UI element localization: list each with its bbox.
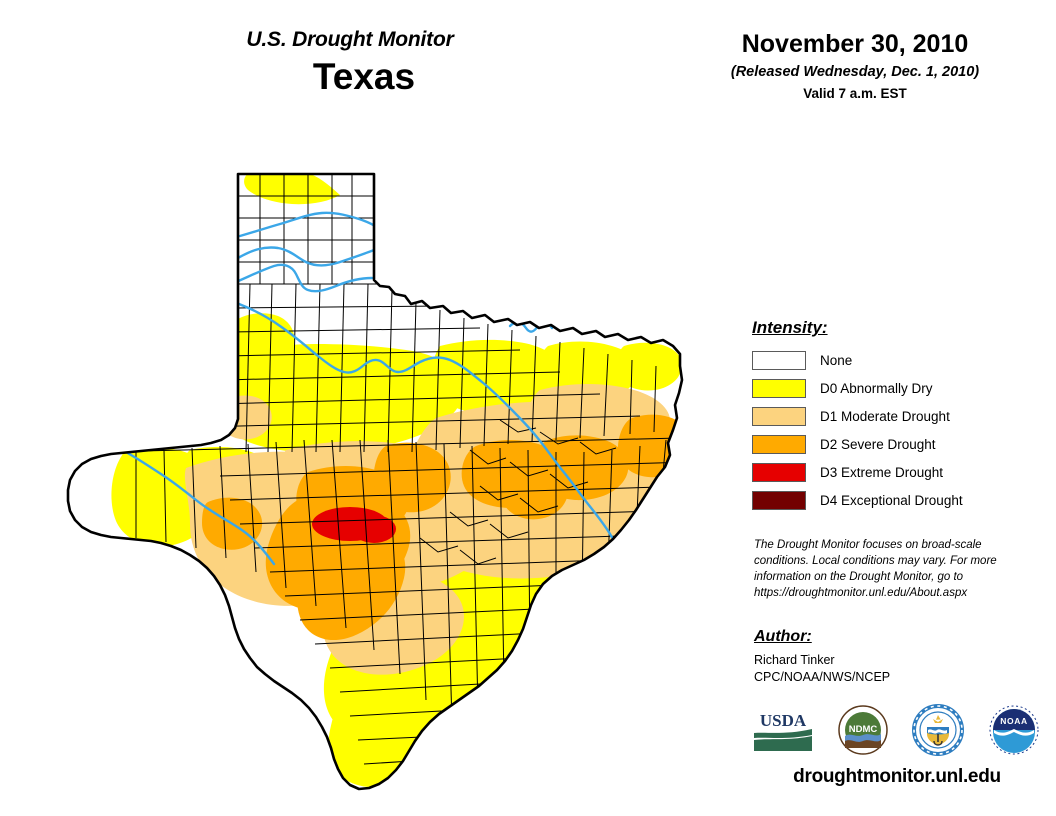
legend-item-d3[interactable]: D3 Extreme Drought [752, 460, 1032, 484]
disclaimer-line-1: The Drought Monitor focuses on broad-sca… [754, 539, 982, 551]
agency-logo-row: USDA NDMC [752, 703, 1040, 761]
valid-time: Valid 7 a.m. EST [803, 86, 907, 102]
river-layer [124, 211, 628, 566]
footer-url[interactable]: droughtmonitor.unl.edu [793, 766, 1001, 787]
disclaimer-line-3: information on the Drought Monitor, go t… [754, 570, 964, 583]
legend-swatch-none [752, 350, 806, 370]
author-affiliation: CPC/NOAA/NWS/NCEP [754, 669, 891, 684]
legend-item-d1[interactable]: D1 Moderate Drought [752, 404, 1032, 428]
d2-hill-country [373, 442, 451, 513]
legend-label-d2: D2 Severe Drought [820, 436, 936, 452]
author-block: Author: Richard Tinker CPC/NOAA/NWS/NCEP [754, 628, 1024, 686]
disclaimer-text: The Drought Monitor focuses on broad-sca… [754, 538, 1020, 601]
legend-item-d2[interactable]: D2 Severe Drought [752, 432, 1032, 456]
d1-panhandle-southwest [218, 395, 272, 440]
noaa-logo[interactable]: NOAA [988, 705, 1040, 760]
usda-seal-logo[interactable] [912, 703, 964, 761]
legend-label-d1: D1 Moderate Drought [820, 408, 950, 424]
svg-text:USDA: USDA [760, 711, 807, 730]
canadian-river [238, 211, 378, 238]
title-block: U.S. Drought Monitor Texas [150, 28, 550, 100]
page-title: U.S. Drought Monitor [246, 28, 454, 51]
d3-west-central-east-lobe [352, 515, 396, 543]
intensity-legend: Intensity: None D0 Abnormally Dry D1 Mod… [752, 318, 1032, 516]
d2-south-column [297, 526, 406, 641]
d0-rio-grande-valley [328, 687, 448, 788]
disclaimer-about-link[interactable]: https://droughtmonitor.unl.edu/About.asp… [754, 586, 968, 599]
legend-heading: Intensity: [752, 318, 828, 337]
d1-far-west-sliver [213, 455, 272, 503]
legend-label-d0: D0 Abnormally Dry [820, 380, 933, 396]
d0-far-northeast [616, 342, 682, 391]
legend-swatch-d2 [752, 434, 806, 454]
ndmc-logo[interactable]: NDMC [838, 704, 888, 760]
legend-swatch-d0 [752, 378, 806, 398]
legend-label-d4: D4 Exceptional Drought [820, 492, 963, 508]
brazos-river [232, 300, 628, 566]
state-title: Texas [312, 56, 416, 98]
author-name: Richard Tinker [754, 653, 835, 667]
legend-swatch-d3 [752, 462, 806, 482]
legend-item-d4[interactable]: D4 Exceptional Drought [752, 488, 1032, 512]
author-heading: Author: [754, 628, 812, 645]
legend-label-d3: D3 Extreme Drought [820, 464, 944, 480]
svg-text:NDMC: NDMC [849, 724, 878, 735]
legend-label-none: None [820, 352, 853, 368]
date-block: November 30, 2010 (Released Wednesday, D… [690, 30, 1020, 102]
release-date: (Released Wednesday, Dec. 1, 2010) [730, 63, 980, 80]
drought-intensity-layer [111, 174, 682, 788]
usda-logo[interactable]: USDA [752, 706, 814, 758]
panhandle-river-2 [236, 246, 376, 267]
legend-item-d0[interactable]: D0 Abnormally Dry [752, 376, 1032, 400]
d3-region-group [312, 507, 396, 543]
disclaimer-line-2: conditions. Local conditions may vary. F… [754, 554, 997, 567]
red-river-fork [234, 263, 374, 293]
d0-panhandle-north [244, 174, 340, 205]
legend-swatch-d4 [752, 490, 806, 510]
texas-drought-map[interactable] [40, 150, 740, 810]
legend-swatch-d1 [752, 406, 806, 426]
legend-item-none[interactable]: None [752, 348, 1032, 372]
svg-text:NOAA: NOAA [1000, 716, 1027, 726]
texas-state-outline [66, 172, 684, 791]
valid-date: November 30, 2010 [741, 30, 969, 58]
rio-grande-west [124, 450, 276, 566]
